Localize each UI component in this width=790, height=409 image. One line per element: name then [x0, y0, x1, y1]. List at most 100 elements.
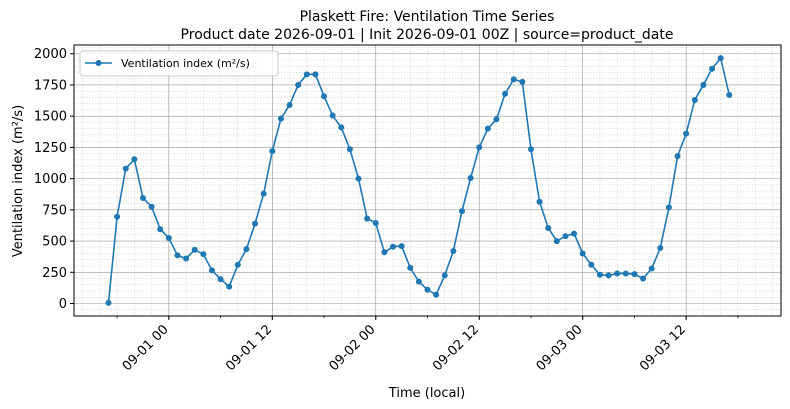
data-point: [441, 272, 448, 279]
data-point: [174, 252, 181, 259]
data-point: [476, 144, 483, 151]
data-point: [208, 267, 215, 274]
data-point: [269, 148, 276, 155]
minor-grid: [74, 45, 781, 316]
x-axis: 09-01 00 09-01 12 09-02 00 09-02 12 09-03 00…: [116, 316, 739, 374]
data-point: [381, 249, 388, 256]
data-point: [484, 125, 491, 132]
data-point: [527, 146, 534, 153]
x-tick-label: 09-01 00: [120, 322, 172, 374]
data-point: [407, 264, 414, 271]
data-point: [286, 101, 293, 108]
data-point: [252, 220, 259, 227]
y-tick-label: 750: [42, 203, 67, 218]
data-point: [226, 283, 233, 290]
chart-subtitle: Product date 2026-09-01 | Init 2026-09-0…: [181, 27, 674, 43]
data-point: [648, 265, 655, 272]
y-tick-label: 1500: [34, 110, 67, 125]
data-point: [260, 190, 267, 197]
data-point: [545, 224, 552, 231]
data-point: [519, 78, 526, 85]
data-point: [390, 243, 397, 250]
y-tick-label: 1750: [34, 78, 67, 93]
data-point: [726, 91, 733, 98]
data-point: [122, 165, 129, 172]
data-point: [622, 270, 629, 277]
data-point: [579, 250, 586, 257]
legend-box: [79, 50, 279, 77]
data-point: [114, 213, 121, 220]
data-point: [502, 90, 509, 97]
legend-label: Ventilation index (m²/s): [121, 57, 250, 70]
y-tick-label: 250: [42, 266, 67, 281]
data-point: [131, 156, 138, 163]
data-point: [415, 278, 422, 285]
chart-title: Plaskett Fire: Ventilation Time Series: [300, 9, 555, 25]
data-point: [562, 233, 569, 240]
x-axis-label: Time (local): [388, 386, 465, 401]
data-point: [234, 261, 241, 268]
y-tick-label: 0: [59, 297, 67, 312]
data-point: [346, 146, 353, 153]
x-tick-label: 09-02 12: [430, 322, 482, 374]
data-point: [200, 251, 207, 258]
y-tick-label: 1000: [34, 172, 67, 187]
x-tick-label: 09-01 12: [223, 322, 275, 374]
data-point: [329, 112, 336, 119]
data-point: [683, 130, 690, 137]
x-tick-label: 09-02 00: [327, 322, 379, 374]
data-point: [165, 234, 172, 241]
data-point: [364, 215, 371, 222]
data-point: [321, 93, 328, 100]
data-point: [303, 71, 310, 78]
series-points-ventilation: [105, 55, 733, 306]
data-point: [691, 96, 698, 103]
data-point: [700, 81, 707, 88]
y-axis-label: Ventilation index (m²/s): [11, 105, 26, 257]
legend-marker-swatch: [95, 60, 102, 66]
data-point: [312, 71, 319, 78]
data-point: [467, 175, 474, 182]
data-point: [709, 65, 716, 72]
x-tick-label: 09-03 00: [534, 322, 586, 374]
data-point: [553, 238, 560, 245]
data-point: [398, 243, 405, 250]
data-point: [355, 175, 362, 182]
data-point: [433, 291, 440, 298]
data-point: [217, 276, 224, 283]
data-point: [717, 55, 724, 62]
data-point: [605, 272, 612, 279]
data-point: [493, 116, 500, 123]
legend: Ventilation index (m²/s): [79, 50, 279, 77]
data-point: [657, 244, 664, 251]
data-point: [588, 261, 595, 268]
x-tick-label: 09-03 12: [637, 322, 689, 374]
data-point: [571, 230, 578, 237]
data-point: [631, 271, 638, 278]
data-point: [183, 255, 190, 262]
data-point: [372, 219, 379, 226]
data-point: [295, 81, 302, 88]
y-tick-label: 500: [42, 235, 67, 250]
data-point: [277, 115, 284, 122]
data-point: [458, 208, 465, 215]
data-point: [148, 203, 155, 210]
data-point: [338, 124, 345, 131]
y-axis: 0 250 500 750 1000 1250 1500 1750 2000: [34, 47, 74, 312]
data-point: [536, 198, 543, 205]
data-point: [105, 299, 112, 306]
data-point: [665, 204, 672, 211]
y-tick-label: 1250: [34, 141, 67, 156]
y-tick-label: 2000: [34, 47, 67, 62]
data-point: [640, 275, 647, 282]
data-point: [157, 226, 164, 233]
data-point: [596, 271, 603, 278]
data-point: [191, 246, 198, 253]
data-point: [243, 246, 250, 253]
major-grid: [74, 45, 781, 316]
data-point: [450, 248, 457, 255]
data-point: [510, 76, 517, 83]
data-point: [424, 286, 431, 293]
data-point: [674, 153, 681, 160]
